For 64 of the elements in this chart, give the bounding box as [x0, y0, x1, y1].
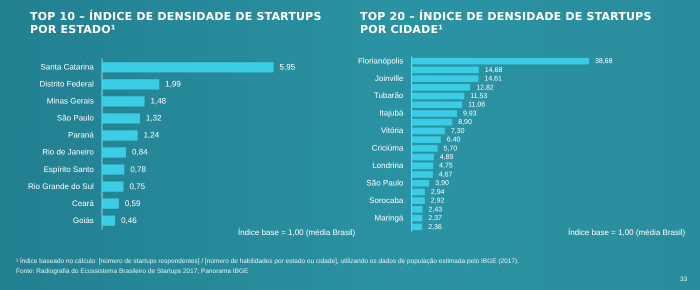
bar [411, 197, 425, 204]
data-label: 1,32 [146, 114, 162, 123]
data-label: 5,95 [280, 62, 296, 72]
y-tick-label: Paraná [68, 130, 94, 140]
y-tick-label: Joinville [374, 74, 404, 83]
annotation: Índice base = 1,00 (média Brasil) [238, 228, 356, 237]
bar [411, 58, 589, 64]
bar [102, 62, 274, 72]
y-tick-label: Itajubá [379, 108, 404, 118]
y-tick-label: Londrina [372, 161, 404, 170]
data-label: 1,24 [144, 130, 160, 140]
y-tick-label: Tubarão [374, 91, 404, 100]
data-label: 1,48 [150, 96, 167, 106]
bar [411, 145, 438, 152]
y-tick-label: Rio Grande do Sul [28, 182, 94, 191]
bar [411, 110, 457, 117]
bar [411, 66, 479, 74]
annotation: Índice base = 1,00 (média Brasil) [568, 228, 686, 237]
chart-title: TOP 20 – ÍNDICE DE DENSIDADE DE STARTUPS POR CIDADE¹ [360, 10, 653, 36]
y-tick-label: Florianópolis [358, 56, 404, 66]
y-tick-label: Ceará [72, 198, 94, 208]
data-label: 0,78 [130, 164, 146, 174]
data-label: 0,46 [121, 216, 138, 225]
bar [411, 92, 464, 100]
bar [411, 136, 441, 143]
bar [102, 198, 119, 209]
bar [411, 128, 445, 134]
bar [102, 181, 124, 192]
bar [102, 216, 116, 226]
y-tick-label: Maringá [374, 213, 404, 222]
y-tick-label: Vitória [380, 126, 404, 136]
y-tick-label: Espírito Santo [44, 164, 94, 174]
y-tick-label: São Paulo [366, 178, 404, 188]
bar [102, 113, 140, 124]
bar [411, 75, 478, 82]
bar [411, 154, 434, 160]
bar [411, 214, 422, 222]
y-tick-label: Santa Catarina [40, 62, 94, 72]
bar [411, 224, 422, 230]
y-tick-label: Minas Gerais [46, 96, 94, 106]
bar [102, 79, 160, 90]
bar [411, 101, 462, 108]
bar [102, 96, 145, 107]
bar [411, 162, 434, 170]
data-label: 0,75 [129, 182, 146, 191]
chart-title: TOP 10 – ÍNDICE DE DENSIDADE DE STARTUPS POR ESTADO¹ [30, 10, 323, 36]
bar [411, 180, 430, 187]
data-label: 1,99 [165, 80, 182, 89]
bar [102, 130, 138, 141]
y-tick-label: Sorocaba [369, 196, 404, 205]
bar [411, 188, 425, 196]
bar [411, 206, 423, 213]
bar [411, 118, 452, 126]
y-tick-label: Goiás [72, 216, 94, 225]
bar [411, 84, 470, 91]
y-tick-label: Criciúma [372, 144, 404, 153]
y-tick-label: São Paulo [56, 114, 94, 123]
bar [102, 164, 124, 175]
y-tick-label: Distrito Federal [40, 80, 94, 89]
bar [411, 171, 433, 178]
data-label: 0,59 [124, 198, 141, 208]
y-tick-label: Rio de Janeiro [42, 148, 94, 157]
bar [102, 147, 126, 158]
data-label: 0,84 [132, 148, 148, 157]
